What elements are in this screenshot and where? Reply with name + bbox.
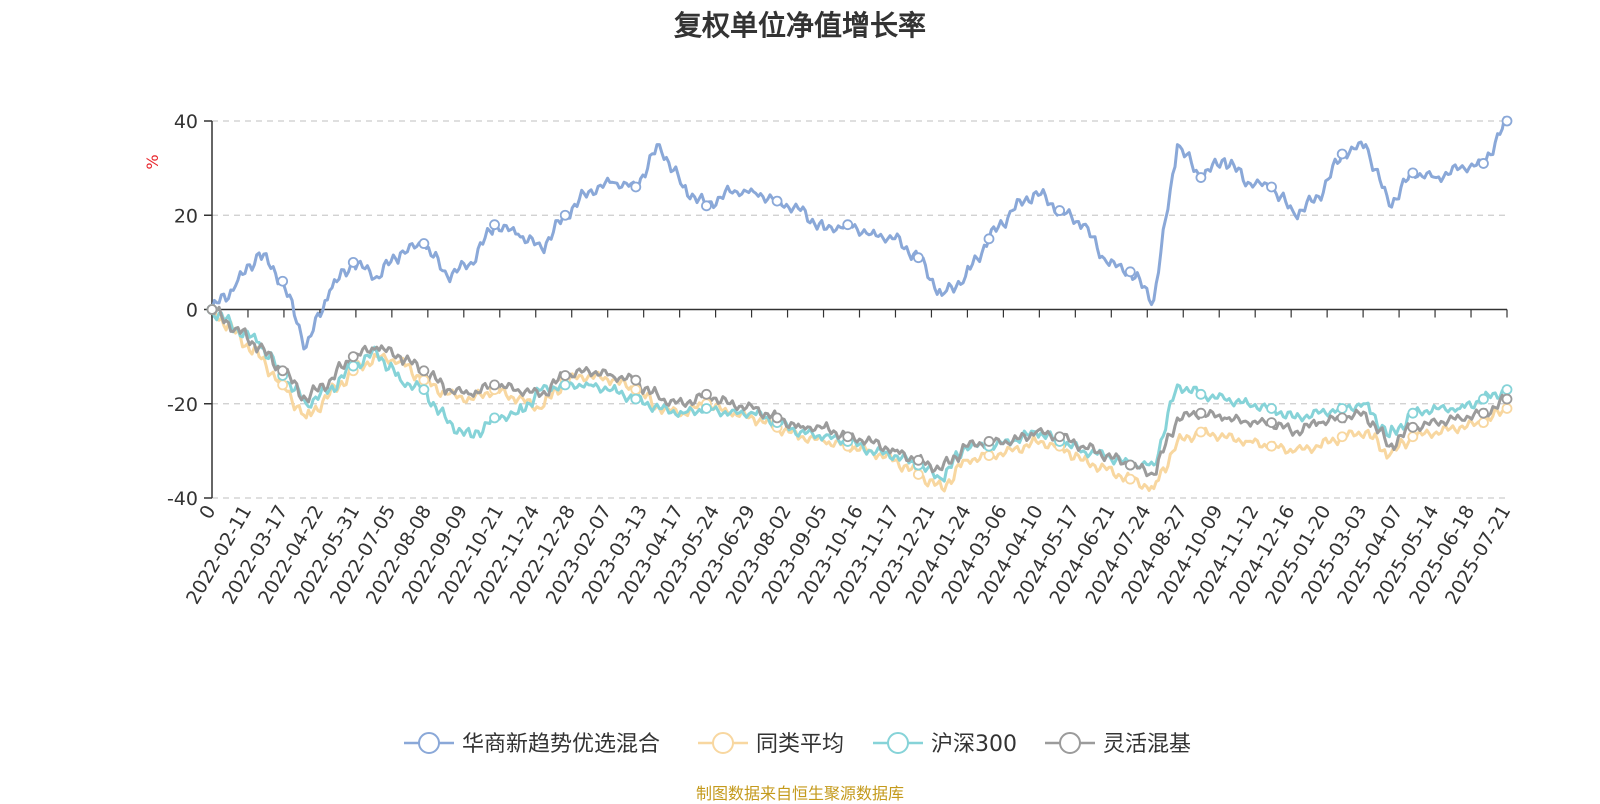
series-0-point-6	[347, 256, 359, 268]
series-0-point-42	[1195, 172, 1207, 183]
legend: 华商新趋势优选混合 同类平均 沪深300 灵活混基	[404, 732, 1191, 757]
series-0-point-36	[1054, 205, 1066, 216]
series-1-point-51	[1407, 431, 1419, 443]
series-2-point-51	[1407, 407, 1419, 419]
series-1-point-39	[1124, 473, 1136, 485]
series-0-point-55	[1501, 115, 1513, 127]
y-tick-label-2: 0	[186, 300, 198, 322]
series-3-point-18	[630, 374, 642, 386]
series-1-point-42	[1195, 426, 1207, 438]
series-3-point-39	[1124, 459, 1136, 471]
series-3-point-3	[277, 365, 289, 377]
series-0-point-9	[418, 238, 430, 249]
grid-lines	[212, 120, 1507, 499]
legend-label-2: 沪深300	[931, 732, 1017, 757]
y-tick-label-4: -40	[167, 488, 198, 510]
series-3-point-6	[347, 351, 359, 363]
series-1-point-33	[983, 450, 995, 461]
series-2-point-55	[1501, 384, 1513, 396]
y-tick-label-1: 20	[174, 205, 198, 227]
series-2-point-45	[1266, 403, 1277, 414]
series-3-point-54	[1478, 407, 1489, 419]
y-tick-label-0: 40	[174, 111, 198, 133]
series-3-point-45	[1266, 417, 1277, 429]
series-line-1	[211, 306, 1508, 493]
y-unit-label: %	[143, 154, 162, 169]
legend-item-3[interactable]: 灵活混基	[1045, 732, 1191, 757]
series-2-point-15	[559, 379, 571, 391]
series-3-point-12	[489, 379, 500, 391]
series-2-point-21	[701, 403, 712, 414]
series-1-point-55	[1501, 403, 1513, 414]
series-3-point-42	[1195, 407, 1207, 419]
series-3-point-36	[1054, 431, 1066, 443]
series-line-0	[210, 116, 1509, 351]
legend-label-3: 灵活混基	[1103, 732, 1191, 757]
series-1-point-30	[912, 469, 924, 480]
legend-item-0[interactable]: 华商新趋势优选混合	[404, 732, 660, 757]
series-1-point-3	[277, 379, 289, 391]
legend-item-1[interactable]: 同类平均	[698, 732, 844, 757]
legend-marker-2	[887, 732, 909, 754]
series-0-point-45	[1266, 181, 1277, 193]
legend-label-0: 华商新趋势优选混合	[462, 732, 660, 757]
series-2-point-9	[418, 384, 430, 396]
series-0-point-51	[1407, 167, 1419, 179]
series-3-point-27	[842, 431, 854, 443]
x-tick-label-0: 0	[195, 502, 220, 523]
legend-label-1: 同类平均	[756, 732, 844, 757]
series-2-point-18	[630, 393, 642, 405]
legend-marker-0	[418, 732, 440, 754]
series-markers	[206, 115, 1513, 485]
series-3-point-51	[1407, 421, 1419, 433]
series-0-point-15	[559, 209, 571, 221]
series-3-point-0	[206, 304, 218, 315]
series-0-point-18	[630, 181, 642, 193]
series-1-point-54	[1478, 417, 1489, 429]
series-3-point-30	[912, 454, 924, 466]
series-2-point-6	[347, 360, 359, 372]
series-0-point-3	[277, 275, 289, 287]
series-3-point-9	[418, 365, 430, 377]
series-0-point-39	[1124, 266, 1136, 278]
series-3-point-21	[701, 388, 712, 400]
series-2-point-48	[1336, 403, 1348, 414]
legend-item-2[interactable]: 沪深300	[873, 732, 1017, 757]
series-0-point-21	[701, 200, 712, 212]
series-0-point-54	[1478, 158, 1489, 169]
y-tick-label-3: -20	[167, 394, 198, 416]
series-line-2	[210, 309, 1508, 483]
legend-marker-1	[712, 732, 734, 754]
series-3-point-48	[1336, 412, 1348, 424]
series-3-point-33	[983, 436, 995, 447]
series-1-point-45	[1266, 440, 1277, 452]
source-note: 制图数据来自恒生聚源数据库	[695, 784, 904, 803]
series-0-point-12	[489, 219, 500, 231]
chart-title: 复权单位净值增长率	[673, 9, 926, 42]
series-0-point-27	[842, 219, 854, 231]
series-3-point-15	[559, 370, 571, 381]
series-1-point-9	[418, 374, 430, 386]
series-0-point-24	[771, 195, 783, 207]
series-3-point-24	[771, 412, 783, 424]
legend-marker-3	[1059, 732, 1081, 754]
series-2-point-12	[489, 412, 500, 424]
series-0-point-33	[983, 233, 995, 245]
series-2-point-42	[1195, 388, 1207, 400]
series-1-point-48	[1336, 431, 1348, 443]
series-3-point-55	[1501, 393, 1513, 405]
series-lines	[210, 116, 1509, 493]
series-0-point-30	[912, 252, 924, 264]
series-1-point-18	[630, 384, 642, 396]
series-0-point-48	[1336, 148, 1348, 160]
series-2-point-54	[1478, 393, 1489, 405]
